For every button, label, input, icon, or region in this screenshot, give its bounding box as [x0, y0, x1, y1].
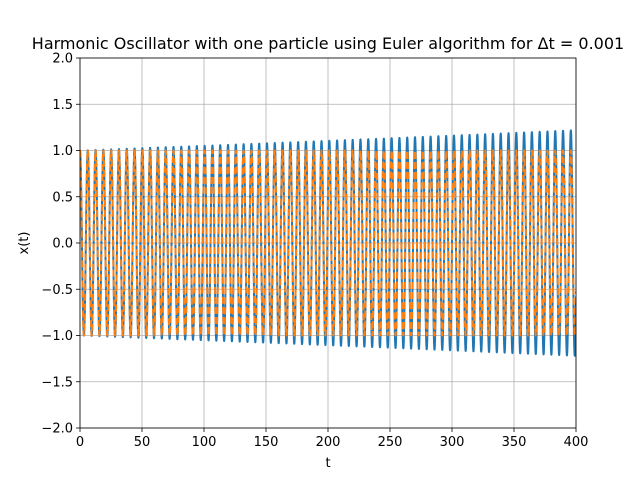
y-tick-label: 2.0	[52, 52, 73, 67]
series-layer	[80, 129, 576, 357]
plot-area	[80, 129, 576, 357]
x-tick-label: 350	[502, 435, 527, 450]
x-tick-label: 50	[134, 435, 151, 450]
x-tick-label: 0	[76, 435, 84, 450]
y-tick-label: 0.0	[52, 237, 73, 252]
x-tick-label: 250	[378, 435, 403, 450]
x-tick-label: 400	[564, 435, 589, 450]
y-tick-label: −1.5	[41, 375, 73, 390]
x-axis-ticks: 0 50 100 150 200 250 300 350 400	[76, 428, 589, 450]
x-tick-label: 150	[254, 435, 279, 450]
y-axis-label: x(t)	[17, 232, 32, 255]
y-axis-ticks: −2.0 −1.5 −1.0 −0.5 0.0 0.5 1.0 1.5 2.0	[41, 52, 80, 437]
y-tick-label: 1.0	[52, 144, 73, 159]
x-axis-label: t	[325, 456, 330, 471]
y-tick-label: −2.0	[41, 422, 73, 437]
chart-title: Harmonic Oscillator with one particle us…	[32, 34, 624, 53]
x-tick-label: 300	[440, 435, 465, 450]
x-tick-label: 100	[192, 435, 217, 450]
x-tick-label: 200	[316, 435, 341, 450]
y-tick-label: −0.5	[41, 283, 73, 298]
y-tick-label: −1.0	[41, 329, 73, 344]
y-tick-label: 0.5	[52, 190, 73, 205]
y-tick-label: 1.5	[52, 98, 73, 113]
series-line-dashed	[80, 149, 576, 337]
